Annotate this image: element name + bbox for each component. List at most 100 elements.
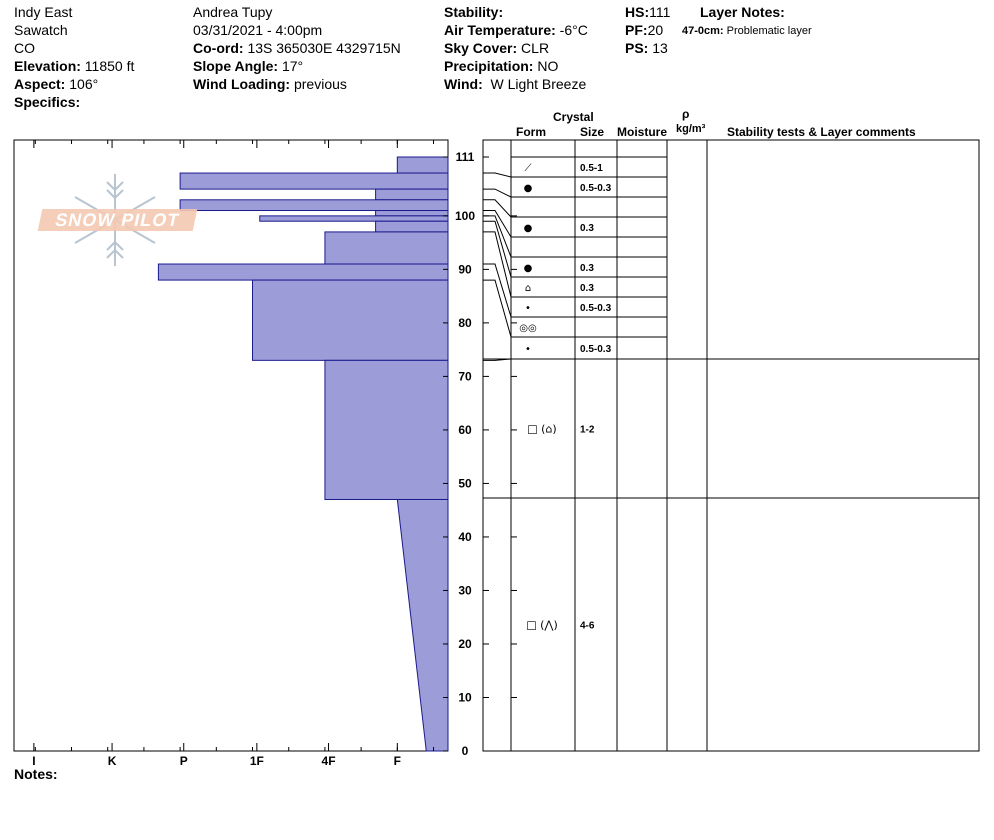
grain-size: 0.5-0.3 <box>580 303 612 314</box>
grain-size: 0.3 <box>580 223 594 234</box>
rho-header: ρ <box>682 107 690 121</box>
specifics-label: Specifics: <box>14 94 81 110</box>
x-tick-label: 1F <box>250 754 264 768</box>
grain-form: • <box>525 303 531 314</box>
depth-connector <box>483 279 512 338</box>
depth-connector <box>483 263 512 318</box>
y-tick-label: 10 <box>458 690 472 704</box>
x-tick-label: I <box>32 754 35 768</box>
specifics: Specifics: <box>14 93 80 111</box>
y-tick-label: 20 <box>458 637 472 651</box>
grain-form: ● <box>524 263 533 274</box>
snowpilot-logo: SNOW PILOT <box>37 172 198 268</box>
grain-size: 0.5-0.3 <box>580 183 612 194</box>
grain-form: ⟋ <box>525 163 532 174</box>
notes-label: Notes: <box>14 766 58 782</box>
y-tick-label: 70 <box>458 369 472 383</box>
grain-form: □ (⋀) <box>526 619 558 632</box>
stability: Stability: <box>444 3 503 21</box>
y-tick-label: 0 <box>462 744 469 758</box>
hardness-layer <box>324 231 449 265</box>
depth-connector <box>483 188 512 198</box>
hardness-layer <box>396 498 449 752</box>
coord-label: Co-ord: <box>193 40 244 56</box>
grain-size: 0.3 <box>580 263 594 274</box>
layer-notes-heading: Layer Notes: <box>700 3 785 21</box>
elevation-value: 11850 ft <box>84 58 135 74</box>
hardness-layer <box>324 359 449 500</box>
y-tick-label: 80 <box>458 316 472 330</box>
depth-connector <box>483 231 512 298</box>
hardness-layer <box>179 172 449 190</box>
air-temp-value: -6°C <box>559 22 588 38</box>
y-tick-label: 30 <box>458 583 472 597</box>
wind-loading-label: Wind Loading: <box>193 76 291 92</box>
grain-form: ● <box>524 223 533 234</box>
wind-label: Wind: <box>444 76 483 92</box>
form-header: Form <box>516 125 546 139</box>
y-tick-label: 111 <box>456 150 475 164</box>
depth-connector <box>483 199 512 218</box>
elevation: Elevation: 11850 ft <box>14 57 134 75</box>
moisture-header: Moisture <box>617 125 668 139</box>
hardness-layer <box>396 156 449 174</box>
y-tick-label: 90 <box>458 262 472 276</box>
x-tick-label: F <box>394 754 401 768</box>
y-tick-label: 40 <box>458 530 472 544</box>
hs-label: HS: <box>625 4 650 20</box>
grain-form: ◎◎ <box>519 323 536 334</box>
crystal-header: Crystal <box>553 110 594 124</box>
grain-table-frame <box>482 139 980 752</box>
wind-value: W Light Breeze <box>490 76 587 92</box>
wind-loading-value: previous <box>293 76 347 92</box>
slope-label: Slope Angle: <box>193 58 279 74</box>
wind-loading: Wind Loading: previous <box>193 75 347 93</box>
grain-size: 4-6 <box>580 621 595 632</box>
grain-form: ● <box>524 183 533 194</box>
hardness-layer <box>157 263 449 281</box>
sky-value: CLR <box>521 40 550 56</box>
aspect: Aspect: 106° <box>14 75 98 93</box>
aspect-label: Aspect: <box>14 76 66 92</box>
sky-cover: Sky Cover: CLR <box>444 39 549 57</box>
pf-value: 20 <box>647 22 664 38</box>
hardness-layer <box>179 199 449 212</box>
pf-label: PF: <box>625 22 648 38</box>
ps: PS: 13 <box>625 39 668 57</box>
air-temp-label: Air Temperature: <box>444 22 556 38</box>
aspect-value: 106° <box>69 76 99 92</box>
depth-connector <box>483 172 512 178</box>
grain-size: 1-2 <box>580 425 595 436</box>
slope-angle: Slope Angle: 17° <box>193 57 303 75</box>
range: Sawatch <box>14 22 68 38</box>
slope-value: 17° <box>281 58 304 74</box>
layer-note-range: 47-0cm: <box>682 25 724 37</box>
location: Indy East <box>14 4 73 20</box>
x-tick-label: 4F <box>322 754 336 768</box>
depth-connector <box>483 215 512 258</box>
depth-connector <box>483 358 512 361</box>
y-tick-label: 60 <box>458 423 472 437</box>
wind: Wind: W Light Breeze <box>444 75 586 93</box>
grain-size: 0.3 <box>580 283 594 294</box>
hs-value: 111 <box>649 4 671 20</box>
hardness-layer <box>375 220 449 233</box>
precip-value: NO <box>537 58 559 74</box>
sky-label: Sky Cover: <box>444 40 518 56</box>
coordinates: Co-ord: 13S 365030E 4329715N <box>193 39 401 57</box>
grain-form: □ (⌂) <box>527 423 556 436</box>
elevation-label: Elevation: <box>14 58 81 74</box>
y-tick-label: 50 <box>458 476 472 490</box>
size-header: Size <box>580 125 605 139</box>
pf: PF:20 <box>625 21 663 39</box>
hardness-layer <box>252 279 449 361</box>
state: CO <box>14 40 35 56</box>
coord-value: 13S 365030E 4329715N <box>247 40 401 56</box>
datetime: 03/31/2021 - 4:00pm <box>193 22 323 38</box>
ps-value: 13 <box>652 40 668 56</box>
grain-form: ⌂ <box>525 283 531 294</box>
layer-note-text: Problematic layer <box>726 25 812 37</box>
hardness-layer <box>375 210 449 217</box>
layer-note: 47-0cm: Problematic layer <box>682 22 812 40</box>
